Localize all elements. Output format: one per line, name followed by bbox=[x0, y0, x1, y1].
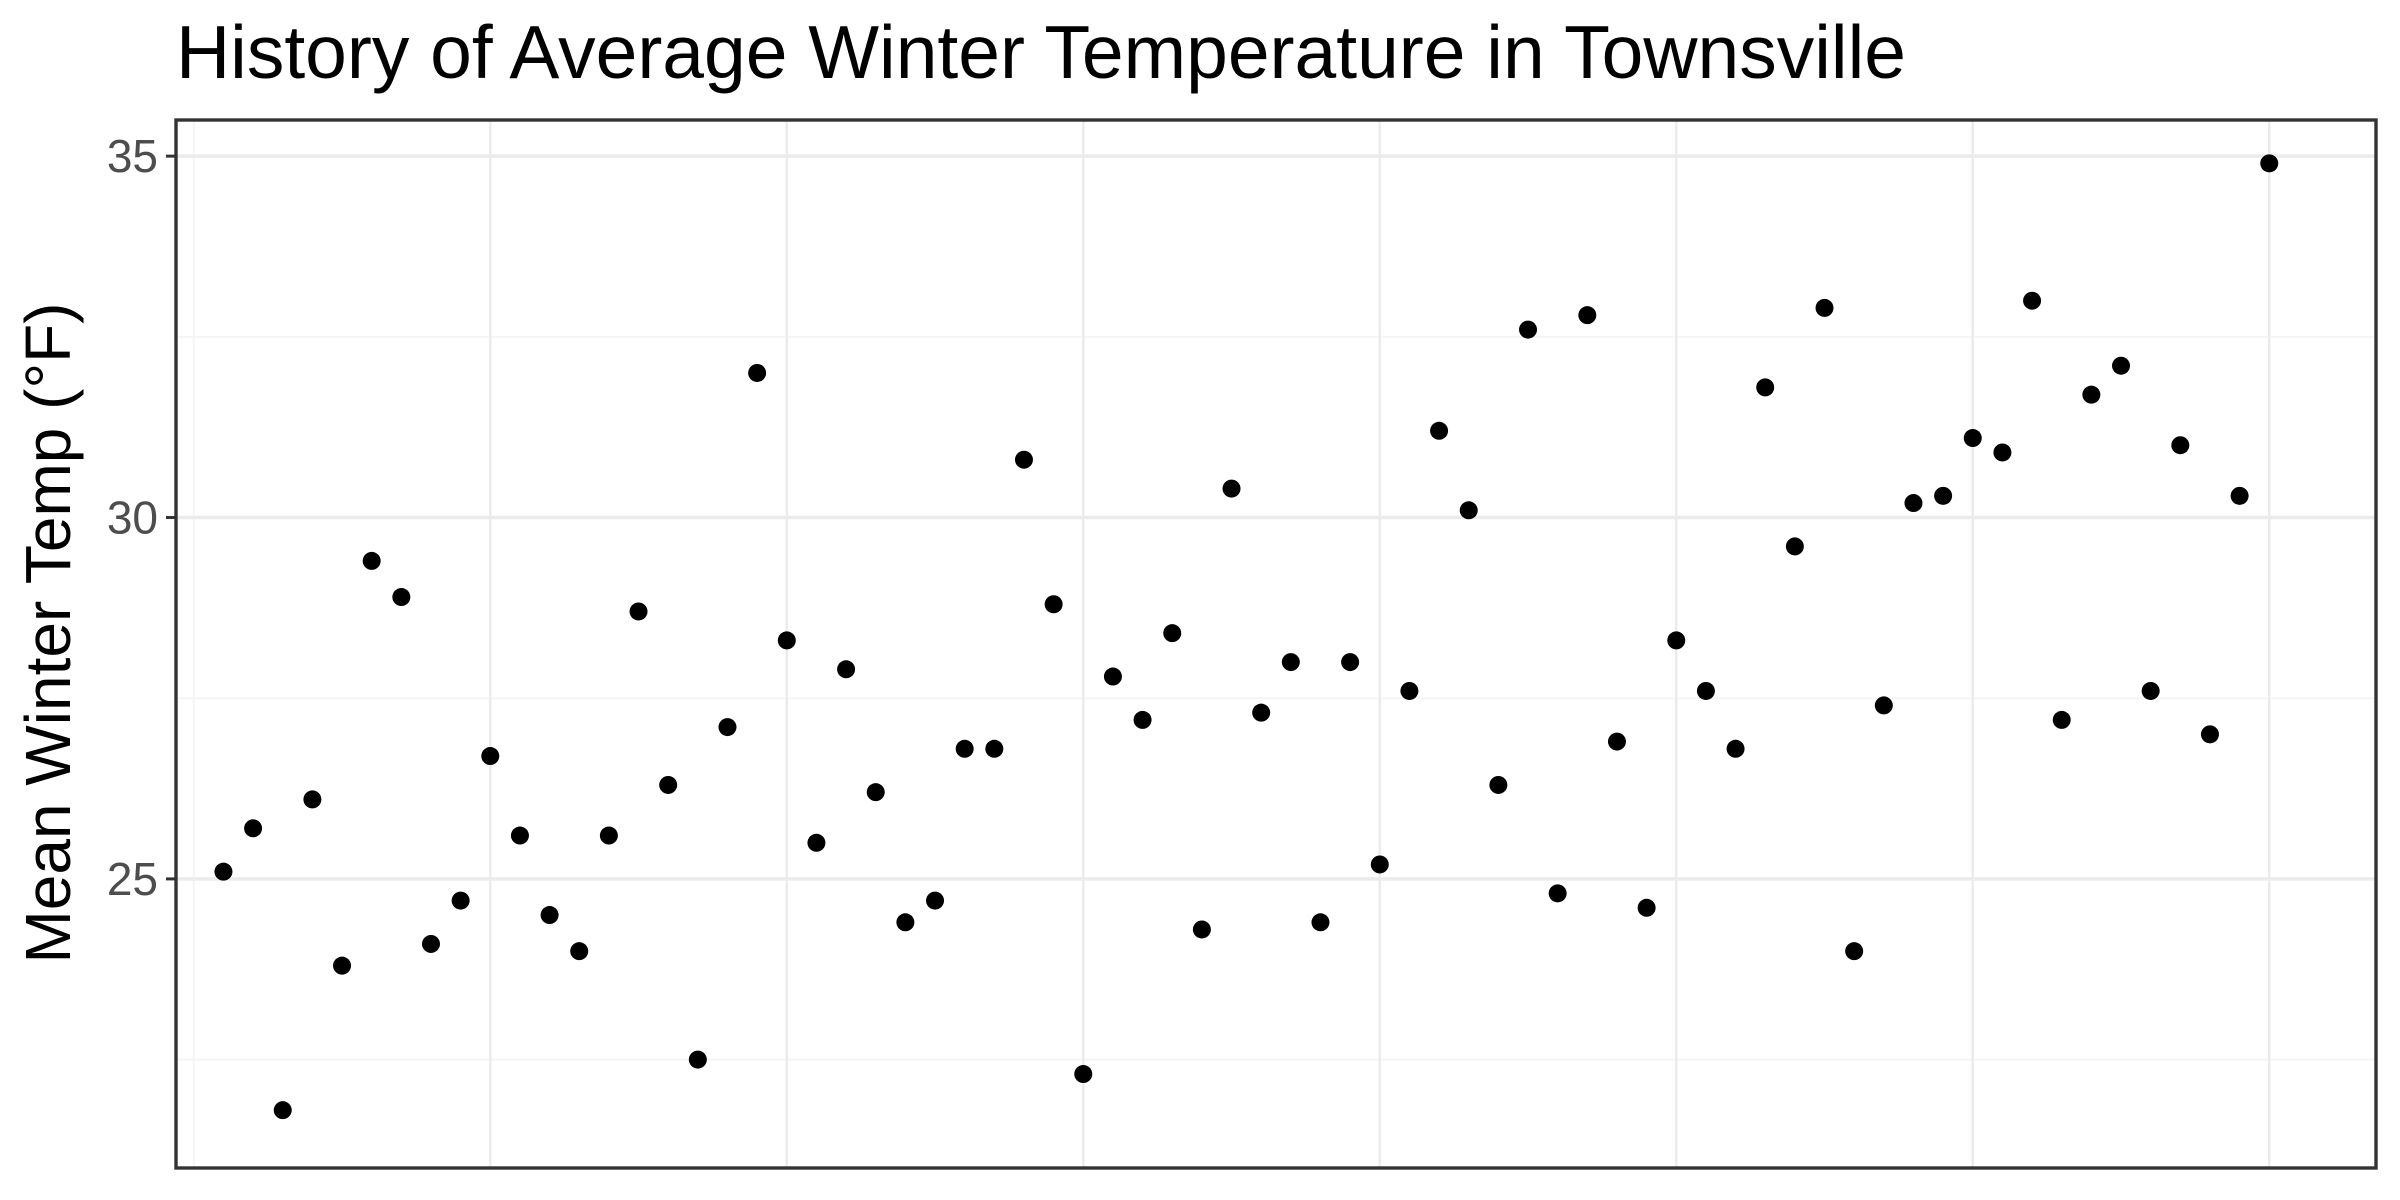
data-point bbox=[392, 588, 411, 607]
data-point bbox=[2141, 681, 2160, 700]
data-points bbox=[214, 154, 2279, 1120]
data-point bbox=[2260, 154, 2279, 173]
y-tick-label: 35 bbox=[107, 130, 158, 182]
chart-title: History of Average Winter Temperature in… bbox=[176, 10, 1906, 94]
data-point bbox=[1519, 320, 1538, 339]
data-point bbox=[866, 783, 885, 802]
y-tick-label: 30 bbox=[107, 492, 158, 544]
data-point bbox=[629, 602, 648, 621]
data-point bbox=[1281, 653, 1300, 672]
data-point bbox=[985, 739, 1004, 758]
data-point bbox=[1726, 739, 1745, 758]
data-point bbox=[1667, 631, 1686, 650]
data-point bbox=[2023, 291, 2042, 310]
data-point bbox=[1963, 429, 1982, 448]
data-point bbox=[599, 826, 618, 845]
data-point bbox=[1756, 378, 1775, 397]
data-point bbox=[926, 891, 945, 910]
data-point bbox=[1845, 942, 1864, 961]
data-point bbox=[659, 775, 678, 794]
data-point bbox=[214, 862, 233, 881]
data-point bbox=[1696, 681, 1715, 700]
data-point bbox=[1459, 501, 1478, 520]
data-point bbox=[421, 934, 440, 953]
data-point bbox=[303, 790, 322, 809]
data-point bbox=[1815, 298, 1834, 317]
data-point bbox=[1044, 595, 1063, 614]
data-point bbox=[1252, 703, 1271, 722]
data-point bbox=[451, 891, 470, 910]
data-point bbox=[1785, 537, 1804, 556]
data-point bbox=[1607, 732, 1626, 751]
data-point bbox=[1993, 443, 2012, 462]
data-point bbox=[2200, 725, 2219, 744]
data-point bbox=[1014, 450, 1033, 469]
data-point bbox=[1311, 913, 1330, 932]
data-point bbox=[1548, 884, 1567, 903]
data-point bbox=[2082, 385, 2101, 404]
data-point bbox=[807, 833, 826, 852]
data-point bbox=[273, 1101, 292, 1120]
data-point bbox=[688, 1050, 707, 1069]
data-point bbox=[1370, 855, 1389, 874]
data-point bbox=[1133, 710, 1152, 729]
data-point bbox=[510, 826, 529, 845]
y-axis-label: Mean Winter Temp (°F) bbox=[12, 303, 84, 964]
data-point bbox=[333, 956, 352, 975]
data-point bbox=[1904, 494, 1923, 513]
data-point bbox=[1578, 306, 1597, 325]
data-point bbox=[1341, 653, 1360, 672]
data-point bbox=[244, 819, 263, 838]
data-point bbox=[1874, 696, 1893, 715]
data-point bbox=[1192, 920, 1211, 939]
data-point bbox=[837, 660, 856, 679]
data-point bbox=[748, 363, 767, 382]
data-point bbox=[1430, 421, 1449, 440]
data-point bbox=[2171, 436, 2190, 455]
data-point bbox=[1103, 667, 1122, 686]
data-point bbox=[718, 718, 737, 737]
data-point bbox=[1074, 1065, 1093, 1084]
data-point bbox=[1400, 681, 1419, 700]
data-point bbox=[2230, 486, 2249, 505]
data-point bbox=[481, 747, 500, 766]
data-point bbox=[2052, 710, 2071, 729]
data-point bbox=[2112, 356, 2131, 375]
data-point bbox=[1489, 775, 1508, 794]
data-point bbox=[955, 739, 974, 758]
data-point bbox=[540, 906, 559, 925]
data-point bbox=[777, 631, 796, 650]
data-point bbox=[1222, 479, 1241, 498]
data-point bbox=[1637, 898, 1656, 917]
data-point bbox=[1163, 624, 1182, 643]
data-point bbox=[1934, 486, 1953, 505]
data-point bbox=[362, 551, 381, 570]
y-tick-label: 25 bbox=[107, 853, 158, 905]
data-point bbox=[570, 942, 589, 961]
panel-border bbox=[174, 118, 2378, 1170]
data-point bbox=[896, 913, 915, 932]
